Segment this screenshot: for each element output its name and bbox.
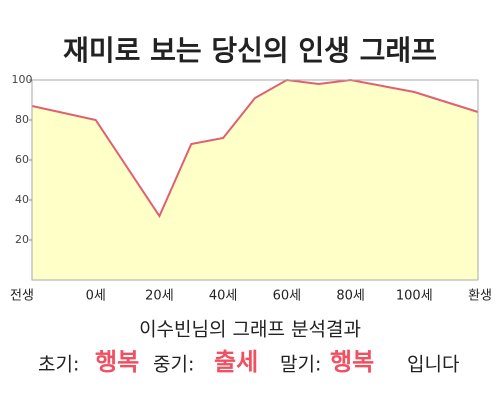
area-fill: [32, 80, 478, 280]
y-tick-label: 80: [15, 113, 29, 126]
chart-title: 재미로 보는 당신의 인생 그래프: [63, 34, 437, 67]
x-tick-label: 환생: [468, 289, 492, 304]
late-label: 말기:: [280, 354, 321, 376]
y-tick-label: 100: [12, 73, 33, 86]
x-tick-label: 20세: [145, 289, 174, 304]
plot-border: [31, 79, 479, 281]
result-heading: 이수빈님의 그래프 분석결과: [139, 319, 361, 341]
y-tick-label: 20: [15, 233, 29, 246]
late-result: 행복: [330, 348, 374, 376]
early-label: 초기:: [38, 354, 79, 376]
line: [31, 78, 479, 219]
middle-label: 중기:: [153, 354, 194, 376]
ending: 입니다: [407, 354, 459, 376]
x-tick-label: 80세: [336, 289, 365, 304]
x-tick-label: 60세: [273, 289, 302, 304]
x-tick-label: 100세: [396, 289, 433, 304]
middle-result: 출세: [214, 348, 258, 376]
x-tick-label: 0세: [86, 289, 106, 304]
y-tick-label: 60: [15, 153, 29, 166]
y-tick-label: 40: [15, 193, 29, 206]
early-result: 행복: [95, 348, 139, 376]
x-tick-label: 40세: [209, 289, 238, 304]
x-tick-label: 전생: [10, 289, 34, 304]
